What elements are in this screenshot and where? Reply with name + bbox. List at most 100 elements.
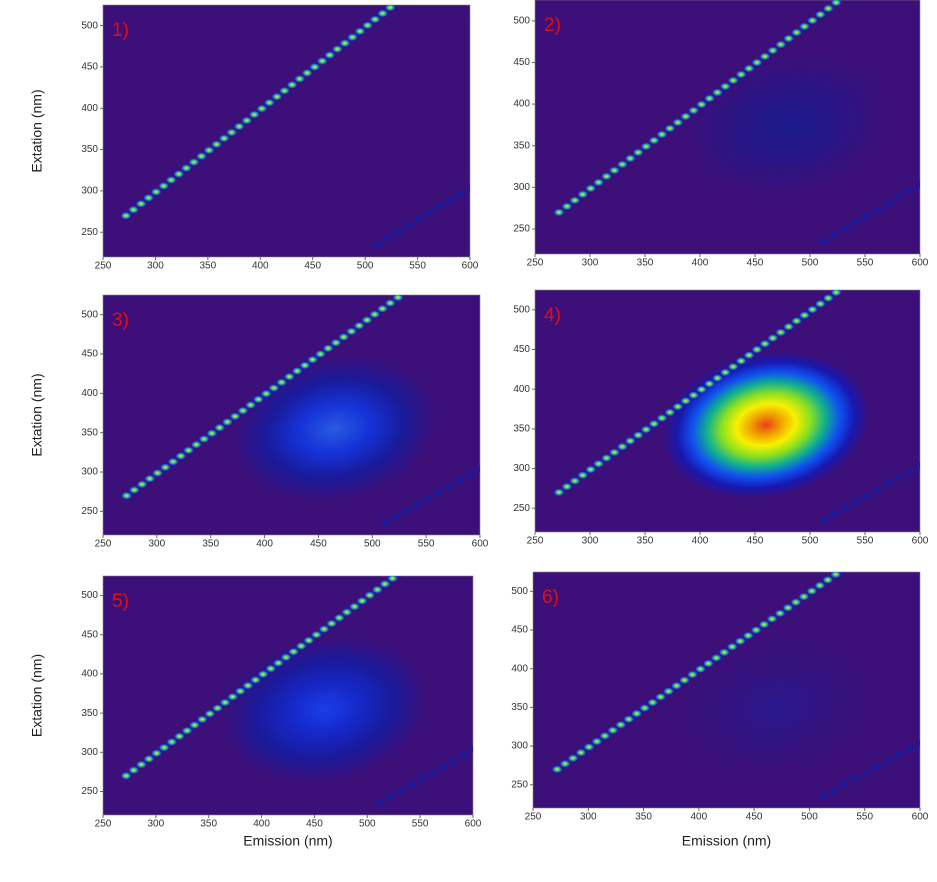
scatter-dot — [291, 367, 303, 376]
scatter-dot — [575, 748, 587, 757]
scatter-dot — [791, 28, 803, 37]
scatter-dot — [402, 563, 413, 571]
scatter-dot — [387, 576, 399, 583]
y-tick-label: 250 — [81, 227, 98, 238]
scatter-dot — [711, 88, 723, 97]
x-tick-label: 550 — [856, 812, 873, 823]
plot-area — [102, 4, 471, 258]
panel: 250 300 350 400 450 500 550 600 250 300 350 400 450 5… — [511, 559, 929, 849]
x-tick-label: 250 — [95, 539, 112, 550]
scatter-dot — [632, 431, 644, 440]
x-tick-label: 250 — [95, 819, 112, 830]
scatter-dot — [301, 68, 313, 77]
second-order-dot — [840, 225, 851, 233]
scatter-dot — [229, 412, 241, 421]
scatter-dot — [791, 316, 803, 325]
scatter-dot — [727, 76, 739, 85]
y-tick-label: 400 — [81, 388, 98, 399]
y-tick-label: 400 — [513, 99, 530, 110]
second-order-dot — [872, 206, 883, 214]
scatter-dot — [830, 290, 842, 297]
scatter-dot — [263, 98, 275, 107]
y-tick-label: 450 — [513, 344, 530, 355]
scatter-dot — [203, 146, 215, 155]
scatter-dot — [656, 130, 668, 139]
scatter-dot — [128, 766, 140, 775]
scatter-dot — [561, 202, 573, 211]
x-tick-label: 400 — [256, 539, 273, 550]
scatter-dot — [195, 152, 207, 161]
second-order-dot — [818, 516, 829, 524]
scatter-dot — [248, 110, 260, 119]
scatter-dot — [369, 310, 381, 319]
scatter-dot — [333, 613, 345, 622]
scatter-dot — [233, 122, 245, 131]
y-tick-label: 300 — [81, 186, 98, 197]
scatter-dot — [671, 681, 683, 690]
scatter-dot — [640, 142, 652, 151]
scatter-dot — [188, 158, 200, 167]
scatter-dot — [376, 304, 388, 313]
peak — [684, 51, 892, 199]
scatter-dot — [143, 193, 155, 202]
scatter-dot — [307, 355, 319, 364]
second-order-dot — [465, 184, 470, 192]
second-order-dot — [401, 507, 412, 515]
y-tick-label: 350 — [511, 702, 528, 713]
second-order-dot — [406, 781, 417, 789]
scatter-dot — [759, 339, 771, 348]
scatter-dot — [718, 648, 730, 657]
scatter-dot — [303, 636, 315, 645]
scatter-dot — [226, 128, 238, 137]
scatter-dot — [211, 140, 223, 149]
scatter-dot — [663, 687, 675, 696]
scatter-dot — [410, 557, 421, 565]
scatter-dot — [846, 559, 857, 567]
scatter-dot — [830, 0, 842, 7]
x-tick-label: 450 — [747, 536, 764, 547]
scatter-dot — [362, 21, 374, 30]
scatter-dot — [136, 480, 148, 489]
second-order-dot — [850, 775, 861, 782]
scatter-dot — [167, 457, 179, 466]
scatter-dot — [377, 9, 389, 18]
scatter-dot — [338, 333, 350, 342]
scatter-dot — [607, 726, 619, 735]
peak — [672, 633, 881, 782]
scatter-dot — [799, 22, 811, 31]
scatter-dot — [356, 596, 368, 605]
x-tick-label: 350 — [202, 539, 219, 550]
scatter-dot — [379, 579, 391, 588]
second-order-dot — [445, 196, 456, 204]
scatter-dot — [361, 316, 373, 325]
scatter-dot — [257, 670, 269, 679]
x-tick-label: 350 — [200, 819, 217, 830]
second-order-dot — [894, 193, 905, 201]
second-order-dot — [454, 477, 465, 485]
y-tick-label: 500 — [513, 304, 530, 315]
scatter-dot — [822, 575, 834, 584]
scatter-dot — [680, 112, 692, 121]
scatter-dot — [601, 454, 613, 463]
scatter-dot — [150, 187, 162, 196]
scatter-dot — [806, 305, 818, 314]
x-tick-label: 450 — [747, 258, 764, 269]
plot-content — [553, 0, 920, 245]
y-tick-label: 300 — [513, 182, 530, 193]
scatter-dot — [551, 765, 563, 774]
scatter-dot — [280, 653, 292, 662]
panel-label: 3) — [112, 310, 129, 331]
scatter-dot — [639, 704, 651, 713]
scatter-dot — [599, 731, 611, 740]
scatter-dot — [242, 681, 254, 690]
scatter-dot — [577, 471, 589, 480]
scatter-dot — [822, 4, 834, 13]
scatter-dot — [227, 692, 239, 701]
scatter-dot — [719, 368, 731, 377]
second-order-dot — [915, 739, 920, 747]
panel: 250 300 350 400 450 500 550 600 250 300 350 400 450 5… — [29, 4, 479, 272]
x-tick-label: 250 — [95, 261, 112, 272]
scatter-dot — [316, 57, 328, 66]
x-tick-label: 600 — [912, 258, 929, 269]
x-tick-label: 350 — [637, 258, 654, 269]
